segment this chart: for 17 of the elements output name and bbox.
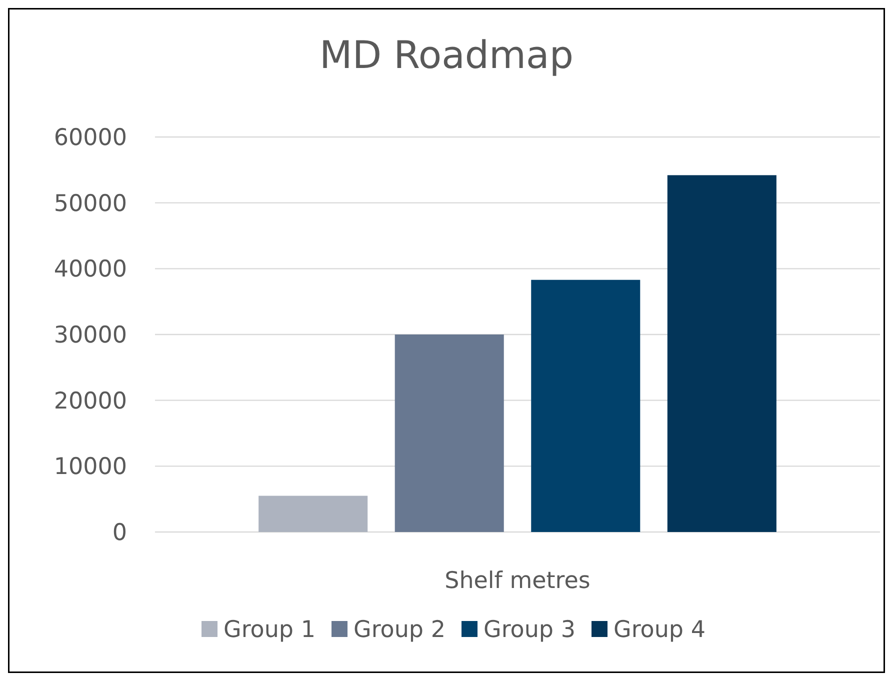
legend-label: Group 1: [224, 617, 316, 644]
y-tick-label: 60000: [54, 125, 127, 152]
y-tick-label: 40000: [54, 256, 127, 283]
bar: [394, 334, 504, 532]
y-tick-label: 10000: [54, 454, 127, 480]
bar: [531, 280, 640, 532]
legend-label: Group 2: [354, 617, 446, 644]
bar: [258, 496, 368, 532]
y-tick-label: 20000: [54, 388, 127, 414]
y-tick-label: 0: [112, 520, 127, 546]
legend-label: Group 4: [614, 617, 706, 644]
legend-label: Group 3: [484, 617, 576, 644]
bar: [667, 175, 776, 532]
x-tick-label: Shelf metres: [444, 568, 590, 594]
y-tick-label: 30000: [54, 322, 127, 349]
chart-title: MD Roadmap: [320, 33, 574, 77]
y-tick-label: 50000: [54, 190, 127, 217]
